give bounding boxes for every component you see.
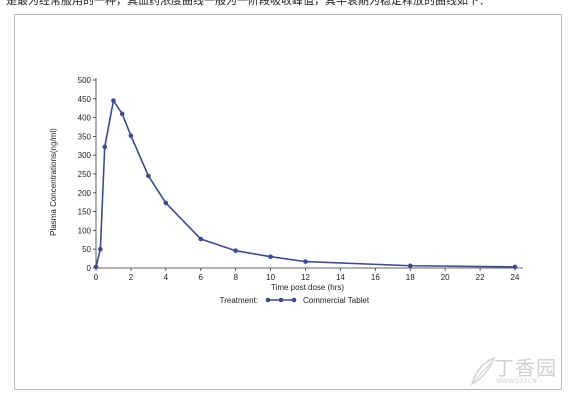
y-tick-label: 100	[78, 226, 92, 235]
header-text: 是最为经常服用的一种，其血药浓度曲线一般为一阶段吸收峰值，其半衰期为稳定释放的曲…	[6, 0, 490, 7]
x-tick-label: 16	[371, 273, 380, 282]
data-point	[111, 98, 116, 103]
legend-marker-swatch	[291, 297, 297, 303]
x-tick-label: 12	[301, 273, 310, 282]
x-tick-label: 6	[199, 273, 204, 282]
x-tick-label: 14	[336, 273, 345, 282]
data-point	[128, 133, 134, 138]
series-layer	[93, 98, 518, 270]
data-point	[233, 248, 238, 254]
leaf-logo-icon	[470, 356, 496, 386]
data-point	[98, 246, 103, 252]
y-tick-label: 400	[78, 114, 92, 123]
x-tick-label: 4	[164, 273, 169, 282]
y-tick-label: 200	[78, 189, 92, 198]
y-tick-label: 450	[78, 95, 92, 104]
data-point	[93, 264, 99, 270]
y-tick-label: 250	[78, 170, 92, 179]
x-tick-label: 10	[266, 273, 275, 282]
y-tick-label: 0	[87, 264, 92, 273]
y-tick-label: 350	[78, 132, 92, 141]
x-tick-label: 20	[441, 273, 450, 282]
legend-title: Treatment:	[220, 296, 258, 305]
data-point	[102, 144, 108, 150]
legend: Treatment: Commercial Tablet	[220, 296, 370, 305]
figure-frame	[14, 14, 562, 390]
x-tick-label: 0	[94, 273, 99, 282]
y-tick-label: 300	[78, 151, 92, 160]
data-point	[119, 111, 125, 117]
watermark-main-text: 丁香园	[494, 356, 557, 380]
data-point	[303, 259, 308, 264]
legend-marker-swatch	[265, 297, 271, 303]
legend-series-name: Commercial Tablet	[303, 296, 370, 305]
watermark: 丁香园 WWW.DXY.CN	[468, 352, 564, 392]
legend-marker-swatch	[278, 297, 284, 303]
x-tick-label: 2	[129, 273, 134, 282]
y-tick-label: 50	[82, 245, 91, 254]
y-tick-label: 500	[78, 76, 92, 85]
series-line	[95, 99, 516, 268]
data-point	[163, 200, 169, 206]
data-point	[407, 263, 413, 269]
x-tick-label: 18	[406, 273, 415, 282]
x-tick-label: 24	[511, 273, 520, 282]
header-text-strip: 是最为经常服用的一种，其血药浓度曲线一般为一阶段吸收峰值，其半衰期为稳定释放的曲…	[0, 0, 576, 8]
x-tick-label: 22	[476, 273, 485, 282]
y-axis-title: Plasma Concentrations(ng/ml)	[49, 128, 58, 236]
data-point	[146, 173, 151, 179]
data-point	[512, 264, 518, 270]
x-axis-title: Time post dose (hrs)	[271, 283, 344, 292]
watermark-sub-text: WWW.DXY.CN	[496, 378, 537, 385]
y-tick-label: 150	[78, 208, 92, 217]
x-tick-label: 8	[233, 273, 238, 282]
data-point	[198, 236, 204, 242]
data-point	[268, 254, 273, 260]
